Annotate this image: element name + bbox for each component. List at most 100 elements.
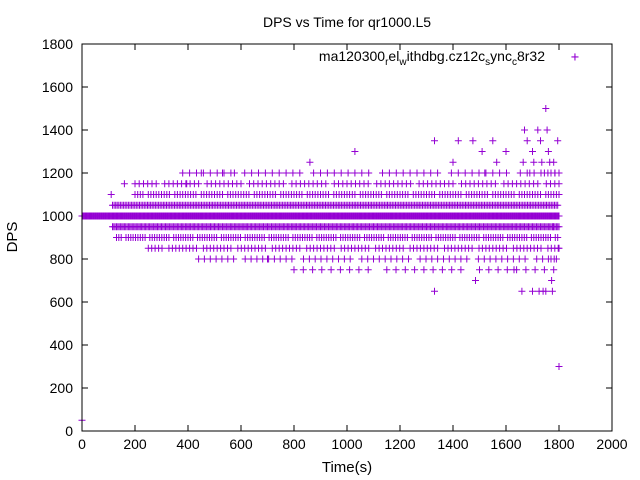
data-point [407, 180, 415, 188]
data-point [434, 244, 442, 252]
data-point [494, 266, 502, 274]
data-point [434, 255, 442, 263]
x-tick-label: 200 [123, 436, 147, 452]
data-point [554, 137, 562, 145]
x-tick-label: 1800 [543, 436, 574, 452]
data-point [411, 266, 419, 274]
data-point [555, 244, 563, 252]
data-point [496, 169, 504, 177]
data-point [489, 169, 497, 177]
data-point [555, 169, 563, 177]
data-point [485, 266, 493, 274]
x-tick-label: 1600 [490, 436, 521, 452]
data-point [463, 255, 471, 263]
data-point [478, 148, 486, 155]
x-tick-label: 2000 [596, 436, 627, 452]
data-point [431, 287, 438, 295]
data-point [542, 287, 550, 295]
data-point [434, 169, 442, 177]
data-point [218, 255, 226, 263]
data-point [346, 255, 354, 263]
data-point [358, 169, 366, 177]
data-point [548, 287, 556, 295]
data-point [290, 266, 298, 274]
data-point [300, 255, 307, 263]
data-point [431, 137, 438, 145]
data-point [375, 255, 383, 263]
y-tick-label: 1600 [42, 79, 73, 95]
data-point [554, 234, 562, 241]
data-point [510, 266, 518, 274]
scatter-points [78, 53, 579, 424]
data-point [555, 212, 563, 220]
data-point [379, 169, 386, 177]
y-tick-label: 800 [50, 251, 74, 267]
data-point [282, 169, 290, 177]
y-axis-label: DPS [4, 222, 21, 253]
data-point [296, 244, 304, 252]
data-point [227, 244, 235, 252]
data-point [327, 266, 335, 274]
data-point [550, 158, 558, 166]
data-point [526, 169, 534, 177]
data-point [493, 158, 501, 166]
data-point [522, 266, 530, 274]
data-point [489, 137, 497, 145]
data-point [491, 180, 499, 188]
legend-label-subscript: s [485, 57, 490, 68]
y-tick-label: 1800 [42, 36, 73, 52]
y-tick-label: 1200 [42, 165, 73, 181]
data-point [385, 169, 393, 177]
data-point [454, 169, 462, 177]
legend-label-subscript: c [512, 57, 517, 68]
data-point [454, 137, 462, 145]
data-point [306, 158, 314, 166]
data-point [279, 180, 287, 188]
data-point [107, 191, 115, 198]
data-point [322, 180, 330, 188]
data-point [120, 180, 128, 188]
x-tick-label: 800 [282, 436, 306, 452]
data-point [197, 169, 205, 177]
x-tick-label: 1400 [437, 436, 468, 452]
data-point [392, 169, 400, 177]
data-point [544, 148, 552, 155]
data-point [448, 266, 456, 274]
data-point [548, 277, 556, 284]
data-point [503, 244, 510, 252]
data-point [230, 255, 238, 263]
data-point [457, 255, 465, 263]
data-point [530, 158, 538, 166]
data-point [364, 180, 372, 188]
data-point [275, 169, 283, 177]
data-point [438, 266, 446, 274]
data-point [219, 169, 226, 177]
data-point [330, 169, 338, 177]
data-point [416, 255, 424, 263]
data-point [502, 148, 510, 155]
data-point [337, 169, 345, 177]
data-point [521, 126, 528, 134]
chart-title: DPS vs Time for qr1000.L5 [263, 14, 431, 30]
y-tick-label: 1000 [42, 208, 73, 224]
legend-label-part: 8r32 [517, 48, 545, 64]
data-point [413, 169, 421, 177]
data-point [186, 169, 194, 177]
data-point [518, 287, 526, 295]
data-point [399, 169, 407, 177]
x-tick-label: 0 [78, 436, 86, 452]
y-tick-label: 600 [50, 294, 74, 310]
data-point [481, 169, 489, 177]
data-point [549, 223, 557, 231]
data-point [449, 180, 457, 188]
data-point [531, 266, 539, 274]
data-point [529, 148, 536, 155]
data-point [534, 126, 542, 134]
data-point [323, 169, 331, 177]
legend: ma120300relwithdbg.cz12csyncc8r32 [319, 48, 579, 68]
data-point [276, 255, 284, 263]
data-point [476, 266, 483, 274]
data-point [540, 169, 548, 177]
x-tick-label: 1000 [331, 436, 362, 452]
x-tick-label: 400 [176, 436, 200, 452]
